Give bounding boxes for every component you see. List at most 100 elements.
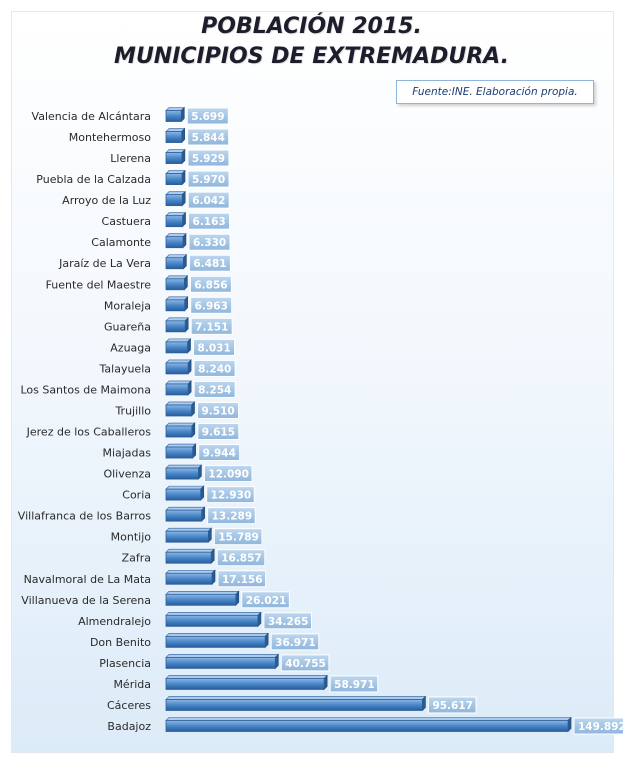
category-label: Miajadas <box>102 447 151 460</box>
bar-top-face <box>165 254 188 259</box>
bar <box>165 383 189 396</box>
data-label: 95.617 <box>432 700 473 712</box>
bar-top-face <box>165 464 203 469</box>
bar <box>165 530 209 543</box>
data-label-box <box>187 170 230 188</box>
bar <box>165 467 199 480</box>
category-label: Jerez de los Caballeros <box>26 426 152 439</box>
bar <box>165 215 183 228</box>
data-label-box <box>193 359 236 377</box>
data-label-box <box>197 401 240 419</box>
bar <box>165 110 182 122</box>
data-label-box <box>217 570 267 588</box>
category-label: Zafra <box>122 552 151 565</box>
bar <box>165 173 183 186</box>
bar-top-face <box>165 569 216 574</box>
category-label: Plasencia <box>99 657 151 670</box>
bar-top-face <box>165 296 189 301</box>
bar-top-face <box>165 422 196 427</box>
data-label-box <box>198 444 241 462</box>
category-label: Don Benito <box>90 636 151 649</box>
data-label: 40.755 <box>285 658 326 670</box>
data-label: 5.929 <box>192 153 225 165</box>
data-label: 58.971 <box>334 679 375 691</box>
bar-top-face <box>165 380 192 385</box>
data-label: 34.265 <box>268 616 309 628</box>
data-label-box <box>189 275 232 293</box>
bar-top-face <box>165 717 572 721</box>
chart-background <box>11 11 614 753</box>
category-label: Villafranca de los Barros <box>18 510 151 523</box>
data-label: 9.944 <box>203 448 236 460</box>
data-label: 36.971 <box>275 637 316 649</box>
data-label-box <box>263 612 312 630</box>
bar-top-face <box>165 485 205 490</box>
data-label: 12.930 <box>211 490 252 502</box>
category-label: Puebla de la Calzada <box>36 173 151 186</box>
data-label-box <box>329 675 379 693</box>
data-label: 6.481 <box>193 258 226 270</box>
data-label: 5.970 <box>192 174 225 186</box>
data-label-box <box>187 191 230 209</box>
bar-top-face <box>165 654 280 658</box>
data-label: 6.163 <box>193 216 226 228</box>
bar-top-face <box>165 633 269 637</box>
bar <box>165 699 423 711</box>
bar <box>165 152 183 164</box>
data-label-box <box>280 654 330 672</box>
data-label-box <box>241 591 290 609</box>
category-label: Montijo <box>111 531 152 544</box>
chart-title: POBLACIÓN 2015. <box>201 14 422 39</box>
data-label: 149.892 <box>578 721 623 733</box>
data-label-box <box>193 338 236 356</box>
data-label: 8.254 <box>198 384 231 396</box>
data-label: 26.021 <box>246 595 287 607</box>
bar <box>165 131 183 143</box>
category-label: Los Santos de Maimona <box>20 383 151 396</box>
bar-top-face <box>165 338 192 343</box>
bar <box>165 257 184 270</box>
category-label: Castuera <box>102 215 151 228</box>
bar <box>165 278 185 291</box>
category-label: Jaraíz de La Vera <box>58 257 151 270</box>
bar-top-face <box>165 233 187 238</box>
category-label: Fuente del Maestre <box>46 278 152 291</box>
bar-top-face <box>165 506 206 511</box>
bar <box>165 446 194 459</box>
bar <box>165 572 213 585</box>
bar <box>165 404 192 417</box>
bar <box>165 593 237 606</box>
data-label: 6.330 <box>193 237 226 249</box>
bar <box>165 488 202 501</box>
data-label-box <box>190 317 233 335</box>
bar <box>165 362 189 375</box>
data-label-box <box>427 696 477 714</box>
bar <box>165 236 184 249</box>
data-label: 15.789 <box>218 532 259 544</box>
bar-top-face <box>165 548 215 553</box>
data-label: 16.857 <box>221 553 262 565</box>
category-label: Arroyo de la Luz <box>62 194 151 207</box>
source-note: Fuente:INE. Elaboración propia. <box>396 80 594 104</box>
data-label: 17.156 <box>222 574 263 586</box>
bar-top-face <box>165 317 189 322</box>
data-label: 8.031 <box>198 342 231 354</box>
data-label-box <box>188 233 231 251</box>
bar <box>165 425 193 438</box>
chart-plot-area: Valencia de Alcántara 5.699 Montehermoso 5.… <box>18 106 623 735</box>
data-label-box <box>216 549 266 567</box>
bar <box>165 678 325 690</box>
data-label: 5.844 <box>192 132 225 144</box>
bar <box>165 656 276 669</box>
data-label: 7.151 <box>195 321 228 333</box>
bar-top-face <box>165 401 196 406</box>
bar <box>165 551 212 564</box>
bar-top-face <box>165 275 189 280</box>
data-label-box <box>188 254 231 272</box>
bar-top-face <box>165 612 262 616</box>
data-label-box <box>270 633 320 651</box>
bar-top-face <box>165 696 427 700</box>
data-label: 13.289 <box>212 511 253 523</box>
bar <box>165 720 569 732</box>
data-label: 8.240 <box>198 363 231 375</box>
